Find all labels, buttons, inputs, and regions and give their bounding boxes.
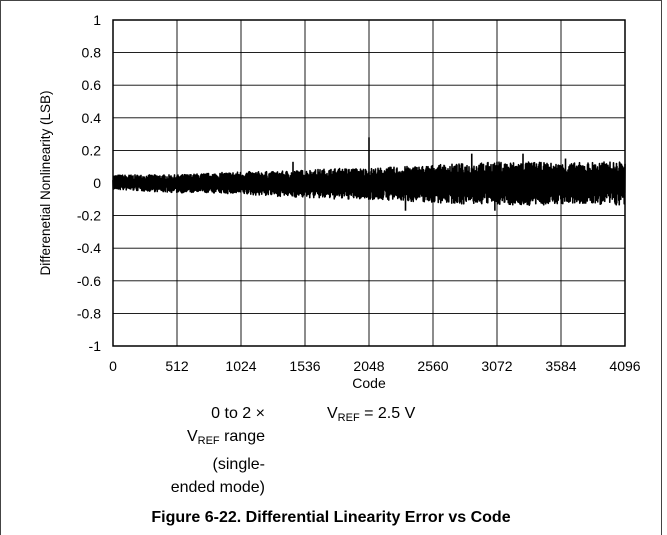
x-tick-label: 512 [165,358,189,374]
vref-v: V [327,405,338,422]
range-vref-sub: REF [197,435,220,447]
vref-rest: = 2.5 V [359,405,416,422]
y-tick-label: -0.4 [77,240,101,256]
top-rule [0,0,662,1]
x-tick-label: 4096 [609,358,640,374]
range-line-1: 0 to 2 × [211,405,265,422]
x-axis-label: Code [352,375,386,391]
y-tick-label: -0.8 [77,305,101,321]
y-tick-label: 1 [93,12,101,28]
vref-annotation: VREF = 2.5 V [327,402,415,430]
figure-caption: Figure 6-22. Differential Linearity Erro… [151,509,511,526]
x-tick-label: 1024 [225,358,256,374]
y-tick-label: -0.2 [77,208,101,224]
y-tick-label: 0.4 [82,110,102,126]
dnl-trace [112,137,626,211]
plot-border [112,19,626,347]
range-line-2: VREF range (single- [150,425,265,476]
range-line-3: ended mode) [170,479,265,496]
dnl-chart: 1 0.8 0.6 0.4 0.2 0 -0.2 -0.4 -0.6 -0.8 -1 0 512 102… [38,12,641,391]
x-tick-label: 2048 [353,358,384,374]
y-tick-label: 0 [93,175,101,191]
y-tick-label: 0.2 [82,142,102,158]
y-tick-labels: 1 0.8 0.6 0.4 0.2 0 -0.2 -0.4 -0.6 -0.8 -1 [77,12,101,354]
x-tick-label: 2560 [417,358,448,374]
range-line-2-rest: range (single- [212,428,265,473]
x-tick-label: 0 [109,358,117,374]
x-tick-label: 3584 [545,358,576,374]
x-tick-label: 3072 [481,358,512,374]
range-annotation: 0 to 2 × VREF range (single- ended mode) [150,402,265,499]
x-tick-labels: 0 512 1024 1536 2048 2560 3072 3584 4096 [109,358,641,374]
y-tick-label: 0.6 [82,77,102,93]
y-tick-label: -1 [89,338,102,354]
range-vref-v: V [186,428,198,445]
vref-sub: REF [337,412,360,424]
y-axis-label: Differenetial Nonlinearity (LSB) [38,90,53,275]
y-tick-label: -0.6 [77,273,101,289]
x-tick-label: 1536 [289,358,320,374]
y-tick-label: 0.8 [82,45,102,61]
